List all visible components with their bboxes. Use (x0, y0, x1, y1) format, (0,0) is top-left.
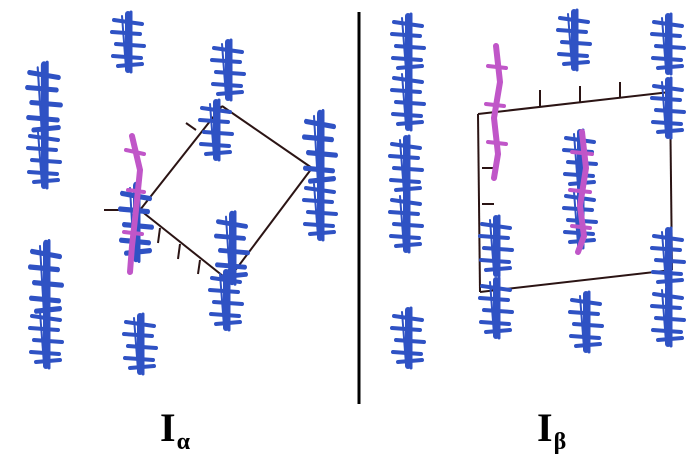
chain-alpha-12 (30, 308, 62, 368)
chain-beta-7 (390, 192, 422, 252)
unit-cell-beta (477, 82, 673, 293)
highlighted-chain-beta-1 (484, 43, 508, 181)
cell-edge-top-left (139, 105, 223, 211)
cell-tick-3 (197, 259, 201, 275)
cell-edge-top-right (221, 105, 313, 169)
chain-beta-13 (652, 286, 684, 346)
chain-beta-8 (480, 216, 512, 276)
highlighted-chain-beta-2 (568, 129, 594, 255)
chain-beta-2 (392, 70, 424, 130)
chain-alpha-10 (210, 270, 242, 330)
chain-beta-14 (570, 292, 602, 352)
cell-tick-4 (185, 122, 197, 131)
chain-alpha-13 (124, 314, 156, 374)
cell-edge-bottom-left (139, 209, 229, 281)
chain-beta-5 (652, 78, 684, 138)
chain-alpha-1 (112, 12, 144, 72)
chain-beta-15 (392, 308, 424, 368)
cell-edge-left (477, 113, 481, 293)
label-i-alpha: Iα (160, 405, 190, 455)
chain-beta-12 (652, 228, 684, 288)
chain-beta-6 (390, 136, 422, 196)
cell-edge-top (477, 91, 671, 115)
label-i-alpha-sub: α (176, 429, 190, 455)
chain-alpha-7 (304, 180, 336, 240)
chain-group-alpha (27, 12, 336, 374)
highlighted-chain-alpha (122, 133, 146, 275)
label-i-beta: Iβ (537, 405, 567, 455)
label-i-alpha-main: I (160, 405, 176, 450)
chain-alpha-4 (28, 128, 60, 188)
label-i-beta-main: I (537, 405, 553, 450)
chain-beta-9 (480, 278, 512, 338)
panel-i-alpha (27, 12, 336, 374)
chain-beta-3 (558, 10, 590, 70)
chain-alpha-2 (212, 40, 244, 100)
cell-tick-2 (177, 243, 181, 260)
panel-i-beta (390, 10, 684, 368)
chain-group-beta (390, 10, 684, 368)
cell-edge-bottom-right (227, 167, 313, 281)
label-i-beta-sub: β (553, 429, 567, 455)
cell-edge-bottom (479, 269, 673, 293)
chain-alpha-6 (304, 111, 336, 189)
chain-alpha-3 (27, 63, 61, 138)
chain-beta-1 (392, 14, 424, 74)
cell-tick-1 (157, 227, 161, 244)
chain-beta-4 (652, 14, 684, 74)
